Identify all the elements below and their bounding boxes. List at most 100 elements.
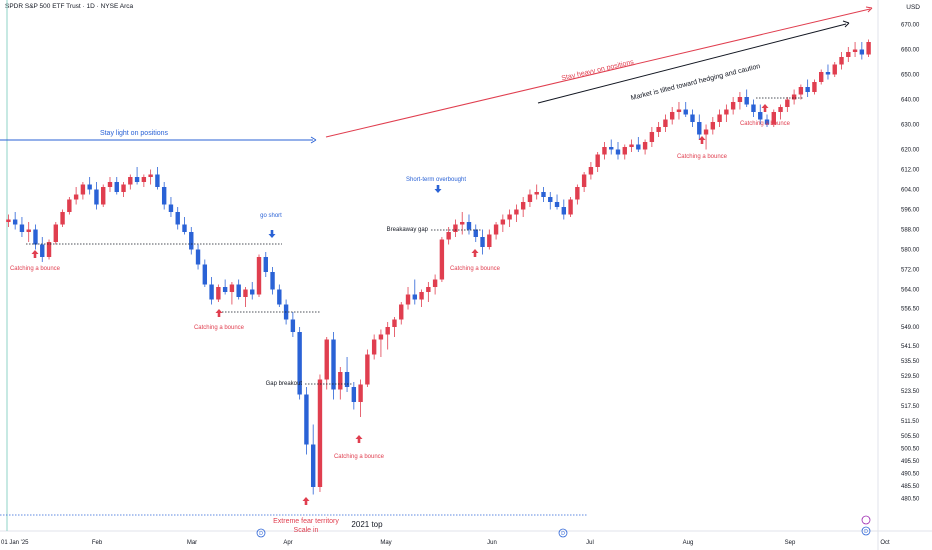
bounce-label-1: Catching a bounce: [10, 266, 61, 272]
y-tick-label: 517.50: [901, 404, 920, 410]
candle-body: [771, 112, 776, 125]
candle-body: [683, 109, 688, 115]
candle-body: [378, 334, 384, 340]
candle-body: [656, 127, 661, 132]
candle-body: [473, 229, 478, 237]
breakaway-gap-label: Breakaway gap: [387, 227, 429, 233]
candle-body: [791, 94, 797, 100]
bounce-label-5: Catching a bounce: [677, 154, 728, 160]
bounce-arrow-2: [215, 309, 223, 317]
event-marker-glyph: D: [864, 529, 868, 535]
candle-body: [358, 384, 363, 402]
candle-body: [385, 327, 390, 335]
candle-body: [758, 112, 763, 120]
candle-body: [33, 229, 38, 245]
candle-body: [852, 49, 858, 52]
candle-body: [615, 149, 621, 155]
candle-body: [534, 192, 539, 195]
y-tick-label: 604.00: [901, 188, 920, 194]
candle-body: [764, 119, 770, 125]
candle-body: [568, 199, 573, 215]
candle-body: [324, 339, 329, 380]
stay-heavy-line: [325, 8, 871, 138]
candle-body: [609, 147, 614, 150]
candle-body: [744, 97, 749, 105]
candle-body: [561, 207, 567, 215]
candle-body: [581, 174, 587, 187]
candle-body: [310, 444, 316, 487]
candle-body: [480, 237, 485, 247]
event-marker-glyph: D: [561, 531, 565, 537]
candle-body: [216, 287, 221, 300]
y-tick-label: 495.50: [901, 459, 920, 465]
candle-body: [297, 332, 302, 395]
event-marker-glyph: D: [259, 531, 263, 537]
y-tick-label: 630.00: [901, 123, 920, 129]
event-marker-icon: [558, 528, 568, 538]
y-tick-label: 541.50: [901, 344, 920, 350]
top-2021-label: 2021 top: [351, 520, 383, 529]
candle-body: [67, 199, 72, 212]
candle-body: [751, 104, 756, 112]
go-short-arrow: [268, 230, 276, 238]
candle-body: [453, 224, 458, 232]
candle-body: [256, 257, 262, 295]
candle-body: [121, 184, 126, 192]
candle-body: [622, 147, 627, 155]
candle-body: [595, 154, 600, 167]
candle-body: [263, 257, 268, 272]
candle-body: [243, 289, 248, 297]
candle-body: [277, 289, 282, 305]
candle-body: [554, 202, 560, 207]
candle-body: [399, 304, 404, 320]
candle-body: [229, 284, 235, 292]
candle-body: [846, 52, 851, 57]
candle-body: [730, 102, 736, 110]
y-tick-label: 640.00: [901, 98, 920, 104]
y-tick-label: 660.00: [901, 48, 920, 54]
candle-body: [19, 224, 25, 232]
x-tick-label: Aug: [683, 540, 694, 546]
y-tick-label: 529.50: [901, 374, 920, 380]
y-tick-label: 572.00: [901, 268, 920, 274]
candle-body: [141, 177, 147, 182]
candle-body: [717, 114, 722, 122]
candle-body: [636, 144, 641, 150]
tilted-label: Market is tilted toward hedging and caut…: [630, 63, 761, 102]
candle-body: [101, 187, 106, 205]
candle-body: [94, 189, 99, 205]
candle-body: [439, 239, 445, 280]
candle-body: [724, 109, 729, 115]
candle-body: [73, 194, 79, 200]
x-tick-label: Mar: [187, 540, 197, 546]
candle-body: [818, 72, 824, 82]
candle-body: [737, 97, 743, 102]
candle-body: [80, 184, 86, 195]
candle-body: [419, 292, 424, 300]
bounce-label-2: Catching a bounce: [194, 325, 245, 331]
bounce-arrow-5: [698, 136, 706, 144]
candle-body: [155, 174, 160, 187]
y-tick-label: 535.50: [901, 359, 920, 365]
candle-body: [859, 49, 865, 55]
candle-body: [365, 354, 370, 385]
candle-body: [148, 174, 153, 177]
candle-body: [128, 177, 133, 185]
candle-body: [202, 264, 208, 285]
gap-breakout-label: Gap breakout: [266, 381, 303, 387]
candle-body: [426, 287, 431, 292]
bounce-arrow-6: [761, 104, 769, 112]
x-tick-label: Oct: [880, 540, 890, 546]
y-tick-label: 505.50: [901, 434, 920, 440]
x-tick-label: Sep: [785, 540, 796, 546]
candle-body: [602, 147, 607, 155]
candle-body: [493, 224, 499, 235]
bounce-arrow-3: [355, 435, 363, 443]
candle-body: [832, 64, 837, 75]
candle-body: [798, 87, 804, 95]
y-tick-label: 670.00: [901, 23, 920, 29]
candle-body: [588, 167, 594, 175]
candle-body: [344, 372, 350, 387]
candle-body: [690, 114, 695, 122]
